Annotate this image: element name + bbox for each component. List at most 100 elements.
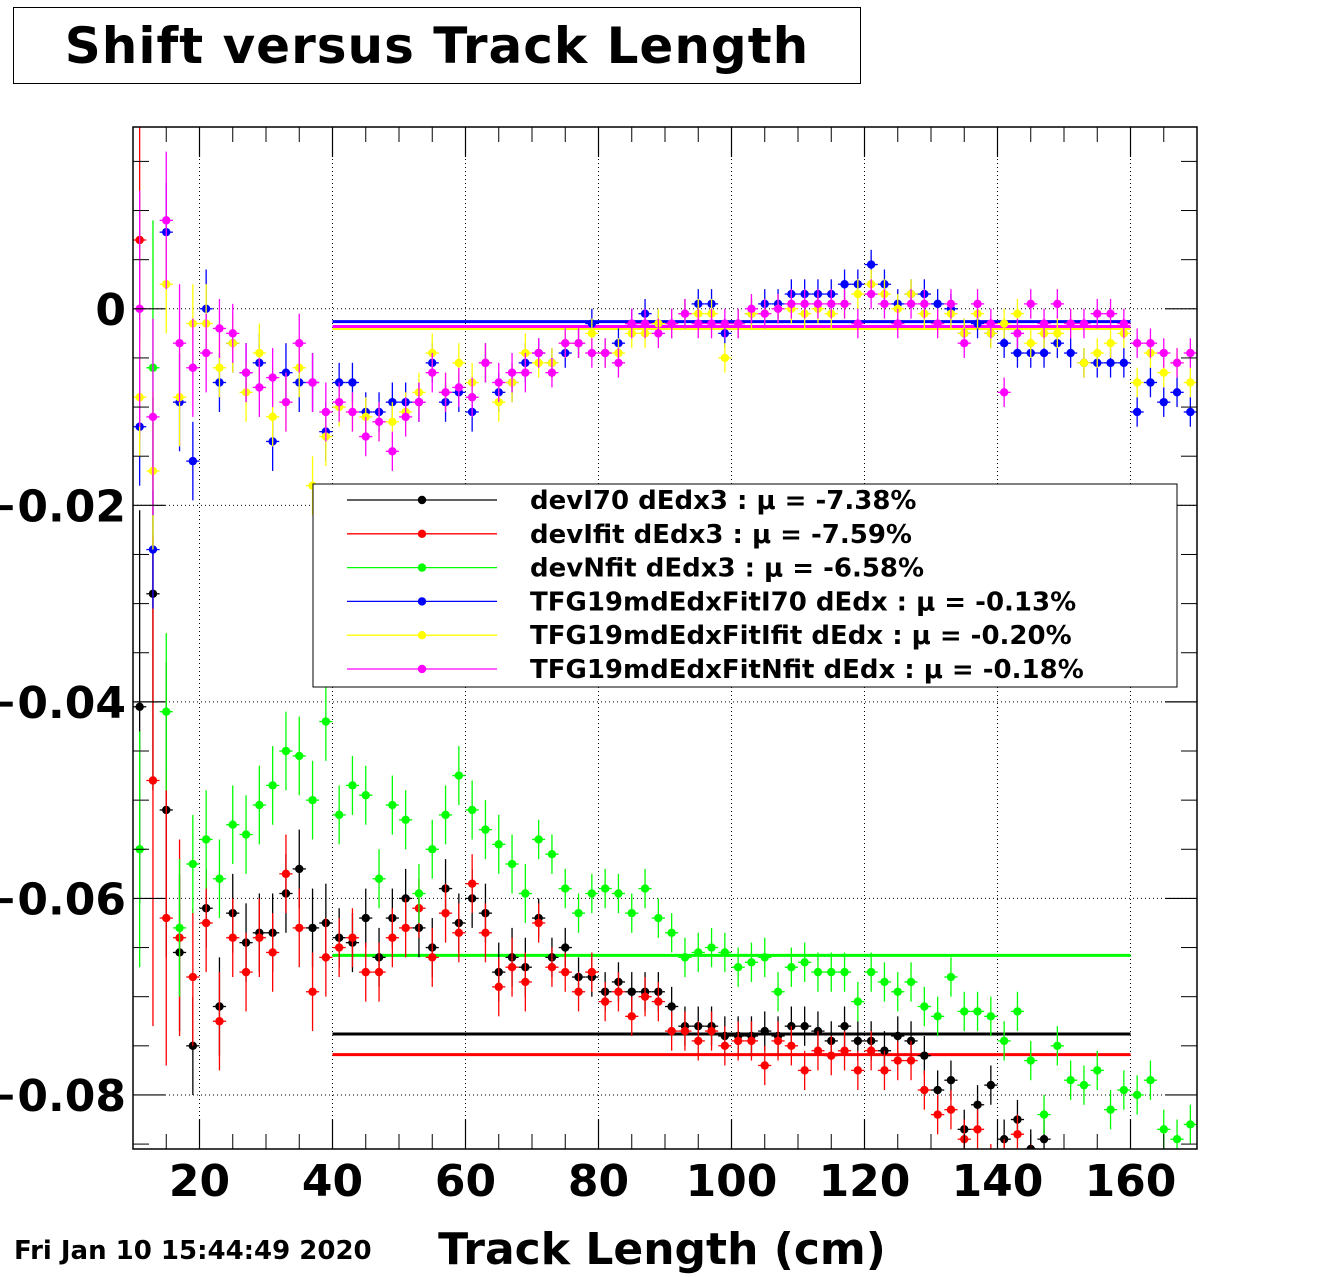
data-point: [428, 368, 437, 377]
data-point: [1026, 299, 1035, 309]
data-point: [800, 1066, 809, 1075]
data-point: [1186, 348, 1195, 358]
data-point: [1079, 358, 1089, 368]
data-point: [521, 368, 530, 377]
series-5: [133, 151, 1197, 516]
mean-lines: [332, 320, 1131, 1057]
data-point: [720, 948, 730, 957]
data-point: [813, 299, 823, 309]
data-point: [215, 324, 224, 333]
axes: 20 40 60 80 100 120 140 160 −0.08 −0.06 −0.04 −0.02…: [0, 127, 1198, 1207]
x-tick-label: 80: [568, 1156, 629, 1207]
data-point: [135, 702, 144, 711]
data-point: [255, 348, 264, 358]
data-point: [694, 948, 703, 957]
data-point: [813, 1046, 823, 1055]
data-point: [1053, 329, 1062, 338]
data-point: [561, 884, 570, 893]
data-point: [388, 417, 397, 427]
data-point: [361, 967, 370, 977]
data-point: [1186, 378, 1195, 387]
data-point: [1146, 338, 1155, 348]
data-point: [574, 908, 583, 918]
data-point: [920, 299, 929, 309]
data-point: [1132, 378, 1142, 387]
data-point: [787, 1041, 796, 1051]
data-point: [441, 810, 450, 820]
data-point: [920, 1051, 929, 1060]
data-point: [840, 1046, 849, 1055]
data-point: [787, 299, 796, 309]
data-point: [1186, 407, 1195, 417]
data-point: [1119, 319, 1129, 328]
data-point: [481, 358, 490, 368]
data-point: [561, 943, 570, 952]
data-point: [1186, 1120, 1195, 1129]
data-point: [840, 280, 849, 289]
data-point: [1053, 299, 1062, 309]
data-point: [201, 348, 211, 358]
legend-marker-2: [417, 563, 427, 572]
data-point: [388, 397, 397, 407]
data-point: [999, 319, 1009, 328]
legend-marker-0: [417, 495, 427, 505]
data-point: [361, 913, 370, 923]
data-point: [295, 923, 304, 933]
data-point: [840, 967, 849, 977]
data-point: [521, 889, 530, 898]
data-point: [441, 908, 450, 918]
data-point: [348, 378, 357, 387]
data-point: [667, 1002, 676, 1011]
data-point: [946, 972, 956, 982]
data-point: [640, 319, 650, 328]
data-point: [627, 908, 636, 918]
data-point: [481, 928, 490, 938]
data-point: [1026, 1056, 1035, 1065]
data-point: [414, 889, 424, 898]
data-point: [627, 1012, 636, 1021]
x-axis-label: Track Length (cm): [438, 1224, 886, 1275]
data-point: [654, 329, 663, 338]
data-point: [241, 368, 251, 377]
data-point: [241, 830, 251, 839]
data-point: [428, 953, 437, 962]
data-point: [428, 845, 437, 854]
x-tick-label: 120: [819, 1156, 911, 1207]
data-point: [454, 928, 464, 938]
data-point: [1132, 338, 1142, 348]
data-point: [1026, 338, 1035, 348]
data-point: [268, 781, 277, 790]
data-point: [853, 1066, 863, 1075]
data-point: [1106, 358, 1115, 368]
data-point: [507, 859, 517, 869]
data-point: [893, 319, 902, 328]
data-point: [733, 963, 743, 972]
data-point: [308, 923, 317, 933]
data-point: [281, 746, 291, 756]
data-point: [534, 918, 543, 928]
data-point: [667, 928, 676, 938]
data-point: [494, 378, 503, 387]
data-point: [201, 918, 211, 928]
data-point: [973, 1007, 982, 1016]
data-point: [946, 1105, 956, 1114]
data-point: [507, 963, 517, 972]
data-point: [1146, 378, 1155, 387]
data-point: [162, 216, 171, 225]
data-point: [321, 407, 331, 417]
data-point: [454, 358, 464, 368]
data-point: [973, 1125, 982, 1134]
data-point: [281, 368, 291, 377]
data-point: [827, 967, 836, 977]
data-point: [893, 304, 902, 313]
data-point: [1106, 1105, 1115, 1114]
data-point: [853, 997, 863, 1006]
data-point: [255, 933, 264, 942]
data-point: [534, 835, 543, 844]
data-point: [933, 1110, 942, 1119]
data-point: [960, 338, 969, 348]
data-point: [215, 1017, 224, 1026]
data-point: [866, 1046, 876, 1055]
data-point: [760, 953, 769, 962]
data-point: [906, 299, 916, 309]
